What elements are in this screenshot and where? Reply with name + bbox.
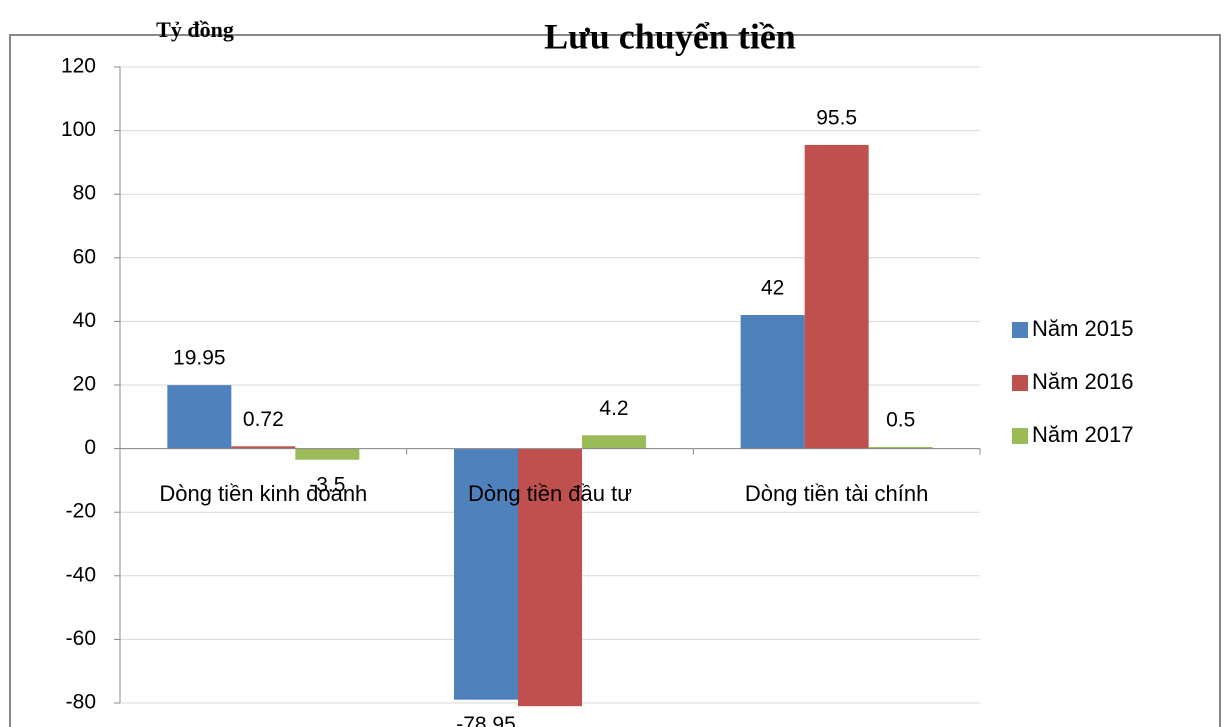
y-tick-label: 80 bbox=[73, 182, 96, 205]
bar bbox=[804, 144, 869, 449]
y-tick-label: -20 bbox=[66, 500, 96, 523]
y-tick-label: 120 bbox=[61, 55, 96, 78]
data-label: 42 bbox=[761, 277, 784, 300]
y-tick-label: -80 bbox=[66, 691, 96, 714]
legend-label: Năm 2017 bbox=[1032, 422, 1134, 447]
legend-label: Năm 2016 bbox=[1032, 369, 1134, 394]
bar bbox=[740, 315, 805, 449]
y-axis-label: Tỷ đồng bbox=[156, 17, 234, 42]
legend-label: Năm 2015 bbox=[1032, 316, 1134, 341]
y-tick-label: -60 bbox=[66, 627, 96, 650]
y-tick-label: -40 bbox=[66, 563, 96, 586]
bar bbox=[454, 448, 518, 700]
y-tick-label: 40 bbox=[73, 309, 96, 332]
y-tick-label: 0 bbox=[84, 436, 96, 459]
bar bbox=[295, 448, 360, 460]
y-tick-label: 100 bbox=[61, 118, 96, 141]
data-label: -78.95 bbox=[456, 713, 516, 727]
y-tick-label: 60 bbox=[73, 245, 96, 268]
bar bbox=[231, 446, 296, 449]
data-label: 4.2 bbox=[599, 397, 628, 420]
data-label: 95.5 bbox=[816, 106, 857, 129]
chart-frame bbox=[9, 34, 1221, 727]
x-tick-label: Dòng tiền kinh doanh bbox=[159, 480, 368, 506]
bar bbox=[167, 385, 232, 449]
bar bbox=[518, 448, 582, 707]
data-label: 0.5 bbox=[886, 409, 915, 432]
y-tick-label: 20 bbox=[73, 373, 96, 396]
data-label: -3.5 bbox=[309, 473, 345, 496]
x-tick-label: Dòng tiền đầu tư bbox=[468, 480, 632, 506]
data-label: 0.72 bbox=[243, 408, 284, 431]
chart-title: Lưu chuyển tiền bbox=[544, 16, 796, 56]
legend-swatch bbox=[1012, 375, 1028, 391]
bar bbox=[582, 435, 646, 449]
bar bbox=[868, 447, 933, 449]
data-label: 19.95 bbox=[173, 347, 226, 370]
x-tick-label: Dòng tiền tài chính bbox=[744, 480, 929, 506]
legend-swatch bbox=[1012, 322, 1028, 338]
legend-swatch bbox=[1012, 428, 1028, 444]
